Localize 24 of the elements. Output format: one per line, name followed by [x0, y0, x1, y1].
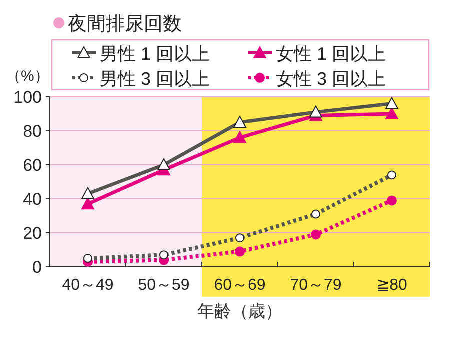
- x-tick-label: 50～59: [138, 277, 190, 294]
- point: [311, 230, 321, 240]
- y-tick-label: 40: [23, 190, 42, 209]
- y-tick-label: 100: [14, 88, 42, 107]
- point: [234, 131, 246, 144]
- x-tick-label: ≧80: [376, 277, 408, 294]
- point: [387, 196, 397, 206]
- legend-label: 女性 1 回以上: [276, 44, 386, 64]
- point: [235, 246, 245, 257]
- legend-label: 女性 3 回以上: [276, 69, 386, 89]
- point: [386, 108, 398, 120]
- chart-title: 夜間排尿回数: [68, 13, 182, 35]
- y-tick-label: 20: [23, 224, 42, 243]
- y-tick-label: 0: [32, 258, 42, 277]
- legend-label: 男性 1 回以上: [100, 44, 210, 64]
- x-tick-label: 40～49: [62, 277, 114, 294]
- legend-label: 男性 3 回以上: [100, 69, 210, 89]
- x-tick-label: 60～69: [214, 277, 266, 294]
- y-axis-title: （%）: [6, 68, 50, 85]
- x-axis-title: 年齢（歳）: [198, 302, 282, 321]
- y-tick-label: 80: [23, 122, 42, 141]
- point: [82, 198, 94, 210]
- x-tick-label: 70～79: [290, 277, 342, 294]
- y-tick-label: 60: [23, 156, 42, 175]
